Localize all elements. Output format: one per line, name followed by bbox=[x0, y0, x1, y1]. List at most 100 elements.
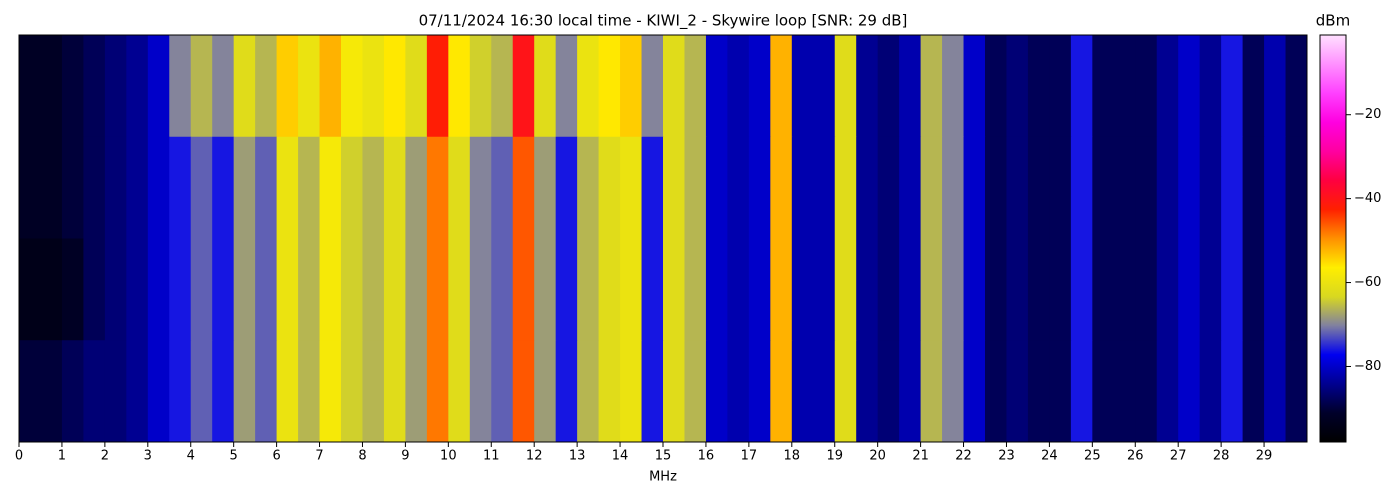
heatmap-cell bbox=[1285, 340, 1308, 443]
heatmap-cell bbox=[705, 136, 728, 239]
heatmap-cell bbox=[598, 35, 621, 138]
heatmap-cell bbox=[426, 136, 449, 239]
heatmap-cell bbox=[748, 238, 771, 341]
heatmap-cell bbox=[298, 340, 321, 443]
heatmap-cell bbox=[1199, 136, 1222, 239]
heatmap-cell bbox=[963, 238, 986, 341]
heatmap-cell bbox=[1049, 35, 1072, 138]
heatmap-cell bbox=[813, 136, 836, 239]
heatmap-cell bbox=[40, 136, 63, 239]
heatmap-cell bbox=[1178, 136, 1201, 239]
heatmap-cell bbox=[1264, 136, 1287, 239]
heatmap-cell bbox=[534, 238, 557, 341]
heatmap-cell bbox=[705, 340, 728, 443]
heatmap-cell bbox=[40, 340, 63, 443]
heatmap-cell bbox=[233, 136, 256, 239]
heatmap-cell bbox=[491, 35, 514, 138]
heatmap-cell bbox=[1006, 238, 1029, 341]
heatmap-cell bbox=[126, 136, 149, 239]
heatmap-cell bbox=[748, 35, 771, 138]
heatmap-cell bbox=[1178, 340, 1201, 443]
x-tick-label: 4 bbox=[187, 449, 195, 464]
heatmap-cell bbox=[920, 238, 943, 341]
heatmap-cell bbox=[341, 238, 363, 341]
heatmap-cell bbox=[1221, 238, 1244, 341]
heatmap-cell bbox=[577, 35, 600, 138]
heatmap-cell bbox=[1135, 35, 1158, 138]
heatmap-cell bbox=[877, 35, 900, 138]
heatmap-cell bbox=[83, 238, 106, 341]
heatmap-cell bbox=[834, 35, 857, 138]
heatmap-cell bbox=[748, 136, 771, 239]
heatmap-cell bbox=[1264, 35, 1287, 138]
heatmap-cell bbox=[1242, 340, 1265, 443]
heatmap-cell bbox=[190, 238, 213, 341]
heatmap-cell bbox=[791, 136, 814, 239]
heatmap-cell bbox=[362, 340, 385, 443]
heatmap-cell bbox=[19, 35, 41, 138]
heatmap-cell bbox=[1221, 340, 1244, 443]
x-tick-label: 11 bbox=[483, 449, 500, 464]
x-tick-label: 3 bbox=[144, 449, 152, 464]
heatmap-cell bbox=[169, 136, 192, 239]
x-tick-label: 8 bbox=[358, 449, 366, 464]
heatmap-cell bbox=[83, 35, 106, 138]
x-tick-label: 14 bbox=[612, 449, 629, 464]
heatmap-cell bbox=[942, 340, 965, 443]
heatmap-cell bbox=[190, 35, 213, 138]
x-tick-label: 5 bbox=[230, 449, 238, 464]
heatmap-cell bbox=[555, 340, 578, 443]
heatmap-cell bbox=[598, 238, 621, 341]
heatmap-cell bbox=[190, 136, 213, 239]
heatmap-cell bbox=[255, 136, 278, 239]
heatmap-cell bbox=[534, 35, 557, 138]
heatmap-cell bbox=[1242, 136, 1265, 239]
heatmap-cell bbox=[212, 35, 235, 138]
heatmap-cell bbox=[985, 238, 1007, 341]
heatmap-cell bbox=[1135, 136, 1158, 239]
heatmap-cell bbox=[83, 340, 106, 443]
heatmap-cell bbox=[1156, 136, 1179, 239]
heatmap-cell bbox=[748, 340, 771, 443]
heatmap-cell bbox=[727, 35, 750, 138]
x-tick-label: 2 bbox=[101, 449, 109, 464]
heatmap-cell bbox=[126, 340, 149, 443]
heatmap-cell bbox=[512, 35, 535, 138]
heatmap-cell bbox=[1113, 136, 1136, 239]
heatmap-cell bbox=[212, 136, 235, 239]
heatmap-cell bbox=[233, 35, 256, 138]
x-tick-label: 13 bbox=[569, 449, 586, 464]
heatmap-cell bbox=[598, 136, 621, 239]
heatmap-cell bbox=[341, 340, 363, 443]
heatmap-cell bbox=[684, 238, 707, 341]
x-axis-label: MHz bbox=[649, 470, 677, 485]
heatmap-cell bbox=[383, 35, 406, 138]
heatmap-cell bbox=[1285, 35, 1308, 138]
heatmap-cell bbox=[383, 136, 406, 239]
heatmap-cell bbox=[1092, 136, 1115, 239]
heatmap-cell bbox=[663, 35, 685, 138]
x-tick-label: 17 bbox=[741, 449, 758, 464]
heatmap-cell bbox=[19, 136, 41, 239]
heatmap-cell bbox=[620, 35, 643, 138]
heatmap-cell bbox=[169, 340, 192, 443]
x-tick-label: 0 bbox=[15, 449, 23, 464]
heatmap-cell bbox=[469, 238, 492, 341]
heatmap-cell bbox=[577, 136, 600, 239]
heatmap-cell bbox=[684, 136, 707, 239]
heatmap-cell bbox=[383, 340, 406, 443]
heatmap-cell bbox=[298, 238, 321, 341]
heatmap-cell bbox=[705, 35, 728, 138]
heatmap-cell bbox=[40, 35, 63, 138]
heatmap-cell bbox=[1199, 35, 1222, 138]
heatmap-cell bbox=[276, 340, 299, 443]
heatmap-cell bbox=[405, 35, 428, 138]
heatmap-cell bbox=[813, 340, 836, 443]
heatmap-cell bbox=[448, 238, 471, 341]
heatmap-cell bbox=[684, 35, 707, 138]
heatmap-cell bbox=[61, 35, 84, 138]
heatmap-cell bbox=[770, 136, 793, 239]
heatmap-cell bbox=[641, 136, 664, 239]
heatmap-cell bbox=[469, 136, 492, 239]
